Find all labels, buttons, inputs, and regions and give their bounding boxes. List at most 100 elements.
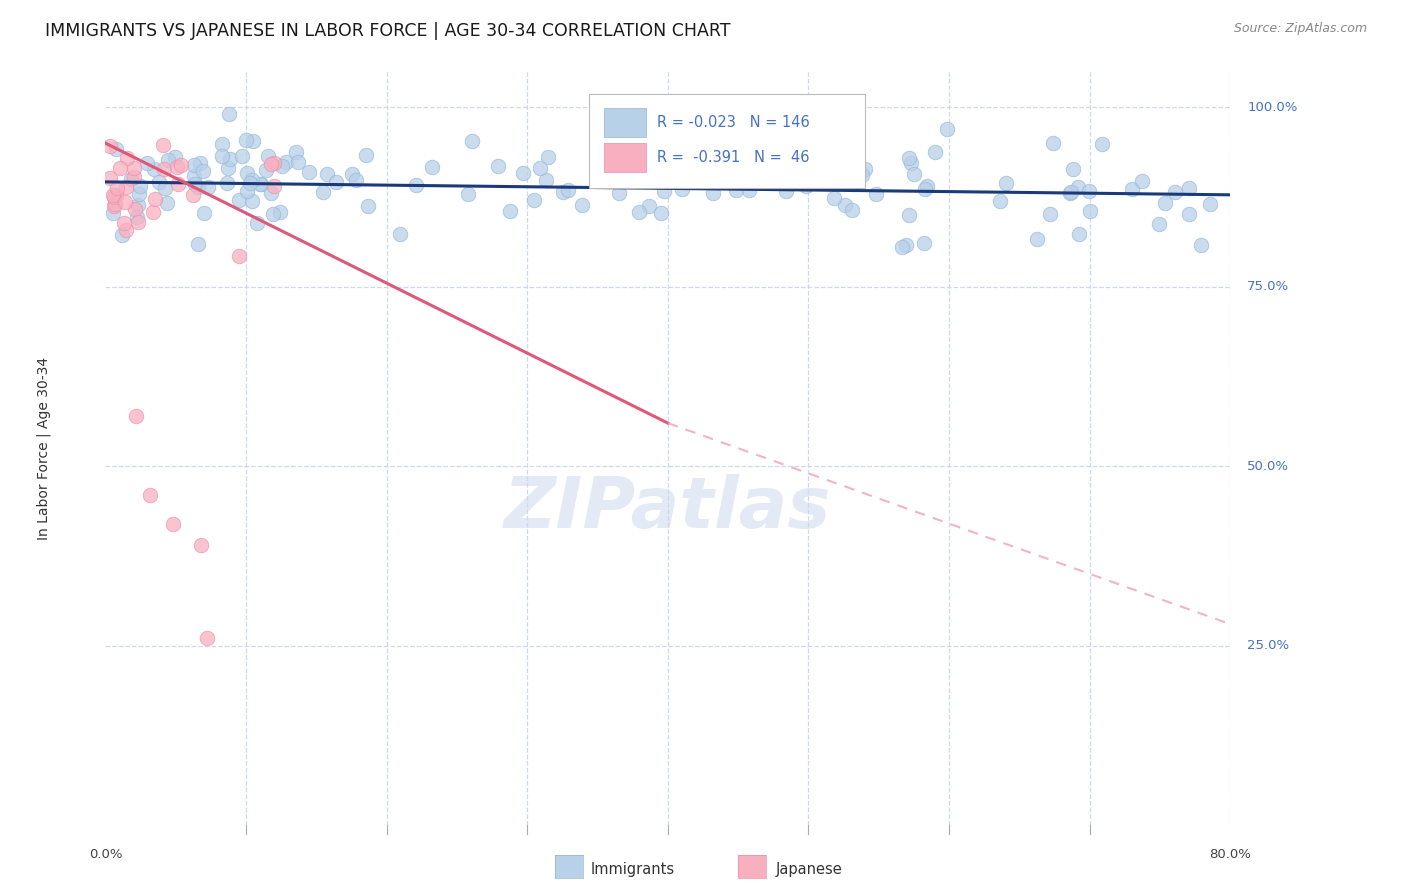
Point [1178, 181, 1201, 195]
Point [231, 149, 253, 163]
Point [235, 184, 257, 198]
Text: 100.0%: 100.0% [1247, 101, 1298, 114]
Point [405, 178, 427, 193]
Point [190, 538, 212, 552]
Point [271, 160, 294, 174]
Point [651, 145, 673, 159]
Point [235, 133, 257, 147]
Point [623, 136, 645, 151]
Point [586, 154, 609, 169]
Point [245, 216, 267, 230]
Text: 80.0%: 80.0% [1209, 848, 1251, 861]
Point [1078, 203, 1101, 218]
Point [842, 178, 865, 192]
Point [142, 205, 165, 219]
Point [851, 169, 873, 183]
Point [1149, 217, 1171, 231]
Point [122, 161, 145, 175]
Point [389, 227, 412, 242]
Point [1153, 196, 1175, 211]
Point [841, 203, 863, 218]
Point [842, 173, 865, 187]
Point [1039, 207, 1062, 221]
Point [1189, 238, 1212, 252]
Point [105, 142, 128, 156]
Point [235, 166, 257, 180]
Point [1059, 185, 1081, 199]
Text: Source: ZipAtlas.com: Source: ZipAtlas.com [1233, 22, 1367, 36]
Point [775, 184, 797, 198]
Point [112, 216, 135, 230]
Point [643, 167, 665, 181]
Point [263, 179, 285, 194]
Text: ZIPatlas: ZIPatlas [505, 474, 831, 543]
Point [228, 193, 250, 207]
Point [536, 173, 558, 187]
Point [211, 149, 233, 163]
Point [124, 202, 146, 217]
Point [260, 157, 283, 171]
Point [461, 134, 484, 148]
Point [628, 205, 651, 219]
Point [315, 167, 337, 181]
Point [762, 167, 785, 181]
Point [249, 177, 271, 191]
Point [166, 160, 188, 174]
Point [661, 161, 683, 176]
Text: R = -0.023   N = 146: R = -0.023 N = 146 [657, 115, 810, 130]
Point [786, 154, 808, 169]
Point [1077, 184, 1099, 198]
Bar [603, 143, 647, 171]
Point [354, 148, 377, 162]
Text: In Labor Force | Age 30-34: In Labor Force | Age 30-34 [37, 357, 51, 540]
Point [488, 160, 510, 174]
Point [637, 199, 659, 213]
Point [181, 187, 204, 202]
Point [897, 151, 920, 165]
Point [104, 196, 127, 211]
Point [122, 169, 145, 184]
Point [197, 180, 219, 194]
Point [240, 173, 263, 187]
Point [312, 185, 335, 199]
Point [1199, 197, 1222, 211]
Point [117, 151, 139, 165]
Point [101, 188, 124, 202]
Point [242, 135, 264, 149]
Point [671, 112, 693, 126]
Point [676, 157, 699, 171]
Point [105, 181, 128, 195]
Point [128, 178, 150, 193]
Point [890, 240, 912, 254]
Point [853, 161, 876, 176]
Point [239, 176, 262, 190]
Point [499, 203, 522, 218]
Point [98, 170, 121, 185]
Point [641, 168, 664, 182]
Point [98, 139, 121, 153]
Point [1062, 162, 1084, 177]
Point [865, 187, 887, 202]
Point [936, 121, 959, 136]
Point [156, 153, 179, 168]
Point [738, 183, 761, 197]
Text: 25.0%: 25.0% [1247, 640, 1289, 652]
Point [183, 169, 205, 183]
Point [607, 186, 630, 201]
Point [228, 250, 250, 264]
Point [217, 161, 239, 175]
Point [260, 186, 283, 200]
Point [988, 194, 1011, 208]
Text: 50.0%: 50.0% [1247, 459, 1289, 473]
Text: Immigrants: Immigrants [591, 863, 675, 877]
Point [250, 177, 273, 191]
Point [165, 150, 187, 164]
Point [284, 145, 307, 159]
Bar [603, 108, 647, 137]
Point [148, 176, 170, 190]
Point [187, 180, 209, 194]
Point [263, 156, 285, 170]
Point [557, 183, 579, 197]
Point [1177, 207, 1199, 221]
Point [357, 199, 380, 213]
